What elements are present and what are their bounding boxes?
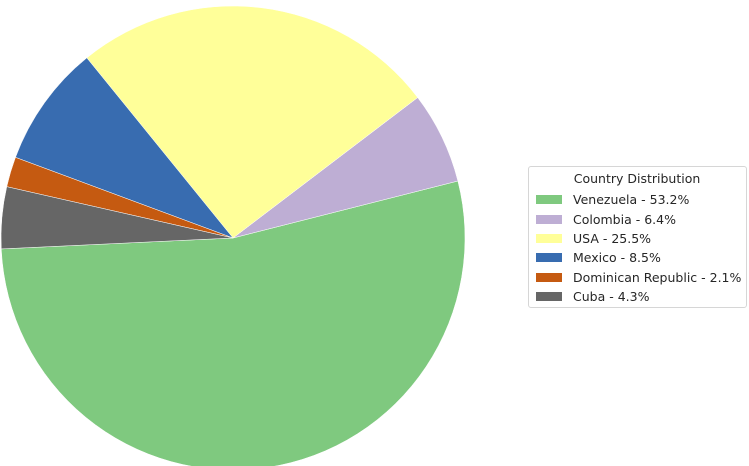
legend-swatch-cuba bbox=[536, 292, 562, 302]
legend-swatch-colombia bbox=[536, 214, 562, 224]
legend-label-mexico: Mexico - 8.5% bbox=[573, 250, 661, 266]
legend-label-venezuela: Venezuela - 53.2% bbox=[573, 192, 690, 208]
legend-title: Country Distribution bbox=[573, 171, 701, 186]
pie-slice-cuba bbox=[0, 186, 234, 250]
legend-label-dominican-republic: Dominican Republic - 2.1% bbox=[573, 269, 742, 285]
legend-swatch-usa bbox=[536, 233, 562, 243]
pie-slice-venezuela bbox=[0, 180, 466, 466]
pie-slice-usa bbox=[86, 5, 419, 239]
legend-label-cuba: Cuba - 4.3% bbox=[573, 289, 650, 305]
legend-item-dominican-republic: Dominican Republic - 2.1% bbox=[536, 268, 742, 287]
legend-item-mexico: Mexico - 8.5% bbox=[536, 248, 738, 267]
pie-slice-mexico bbox=[15, 57, 234, 239]
legend-swatch-venezuela bbox=[536, 195, 562, 205]
legend-label-usa: USA - 25.5% bbox=[573, 230, 652, 246]
legend-swatch-mexico bbox=[536, 253, 562, 263]
legend-swatch-dominican-republic bbox=[536, 272, 562, 282]
legend-item-venezuela: Venezuela - 53.2% bbox=[536, 190, 738, 209]
legend-item-usa: USA - 25.5% bbox=[536, 229, 738, 248]
legend-item-cuba: Cuba - 4.3% bbox=[536, 287, 738, 306]
pie-slices bbox=[0, 5, 466, 466]
legend-label-colombia: Colombia - 6.4% bbox=[573, 211, 676, 227]
legend-item-colombia: Colombia - 6.4% bbox=[536, 209, 738, 228]
legend: Country Distribution Venezuela - 53.2% C… bbox=[528, 166, 747, 308]
